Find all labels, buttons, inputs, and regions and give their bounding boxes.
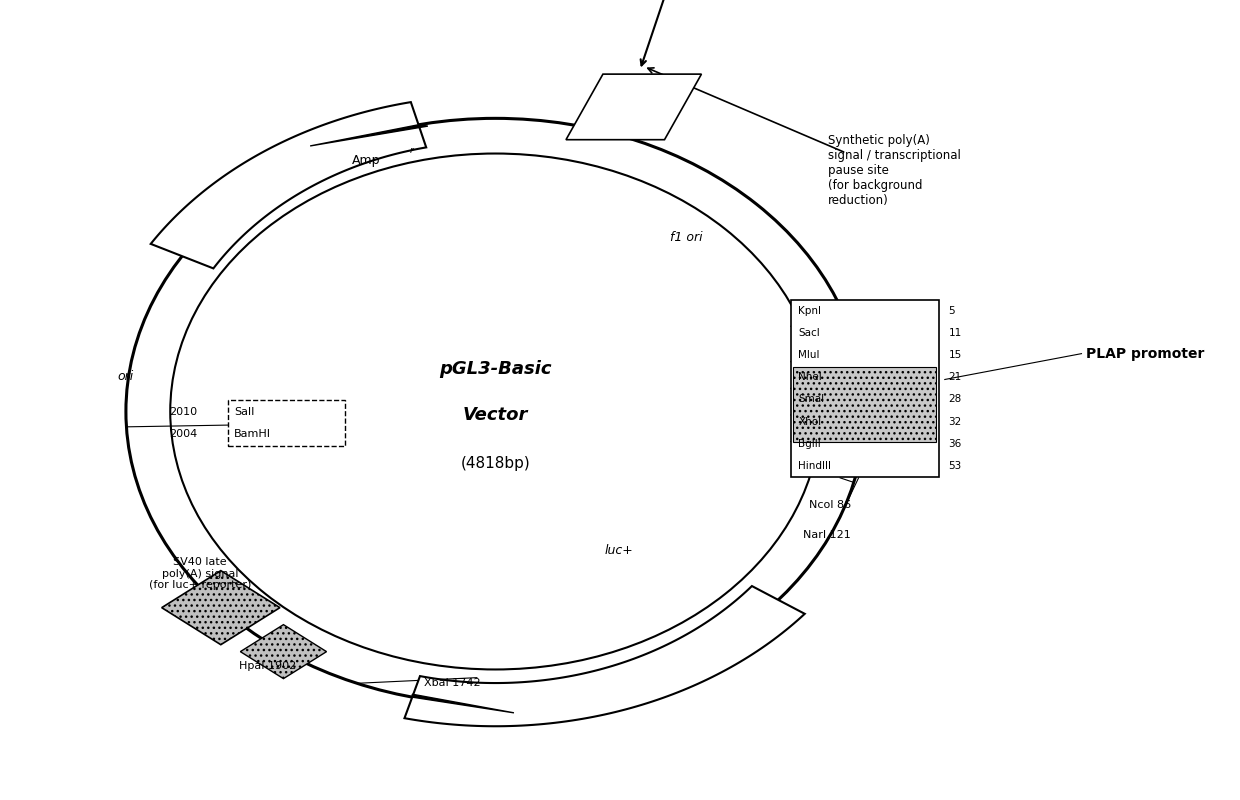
Polygon shape <box>310 125 428 146</box>
Text: 28: 28 <box>949 394 962 405</box>
Text: SV40 late
poly(A) signal
(for luc+ reporter): SV40 late poly(A) signal (for luc+ repor… <box>149 557 250 590</box>
Text: pGL3-Basic: pGL3-Basic <box>439 360 552 378</box>
Text: NcoI 86: NcoI 86 <box>810 500 852 510</box>
Text: f1 ori: f1 ori <box>670 231 703 245</box>
Text: MluI: MluI <box>799 350 820 360</box>
Text: (4818bp): (4818bp) <box>460 457 531 471</box>
Text: SacI: SacI <box>799 328 820 338</box>
Polygon shape <box>241 625 326 678</box>
Bar <box>794 367 936 442</box>
Text: Vector: Vector <box>463 406 528 424</box>
Text: HindIII: HindIII <box>799 461 831 471</box>
Polygon shape <box>412 694 513 713</box>
Text: Synthetic poly(A)
signal / transcriptional
pause site
(for background
reduction): Synthetic poly(A) signal / transcription… <box>828 134 961 206</box>
Polygon shape <box>404 586 805 726</box>
Text: KpnI: KpnI <box>799 306 821 316</box>
Text: 11: 11 <box>949 328 962 338</box>
Text: 5: 5 <box>949 306 955 316</box>
Text: NheI: NheI <box>799 372 822 382</box>
Text: SalI: SalI <box>234 407 254 418</box>
Polygon shape <box>565 74 702 140</box>
Bar <box>791 300 939 477</box>
Text: 36: 36 <box>949 439 962 449</box>
Text: PLAP promoter: PLAP promoter <box>1086 346 1205 361</box>
Text: SmaI: SmaI <box>799 394 825 405</box>
Text: 15: 15 <box>949 350 962 360</box>
Text: 32: 32 <box>949 417 962 426</box>
Text: XbaI 1742: XbaI 1742 <box>424 678 481 688</box>
Text: r: r <box>409 146 413 155</box>
Text: HpaI 1902: HpaI 1902 <box>239 661 296 671</box>
Text: Amp: Amp <box>352 154 381 167</box>
Text: 21: 21 <box>949 372 962 382</box>
Text: XhoI: XhoI <box>799 417 821 426</box>
Polygon shape <box>151 102 427 269</box>
Text: luc+: luc+ <box>604 544 632 557</box>
Text: 2010: 2010 <box>169 407 197 418</box>
Text: 2004: 2004 <box>169 429 197 438</box>
Polygon shape <box>161 570 280 645</box>
Text: BglII: BglII <box>799 439 821 449</box>
Text: ori: ori <box>118 370 134 383</box>
Text: BamHI: BamHI <box>234 429 272 438</box>
Bar <box>228 400 345 446</box>
Text: NarI 121: NarI 121 <box>804 530 851 539</box>
Text: 53: 53 <box>949 461 962 471</box>
